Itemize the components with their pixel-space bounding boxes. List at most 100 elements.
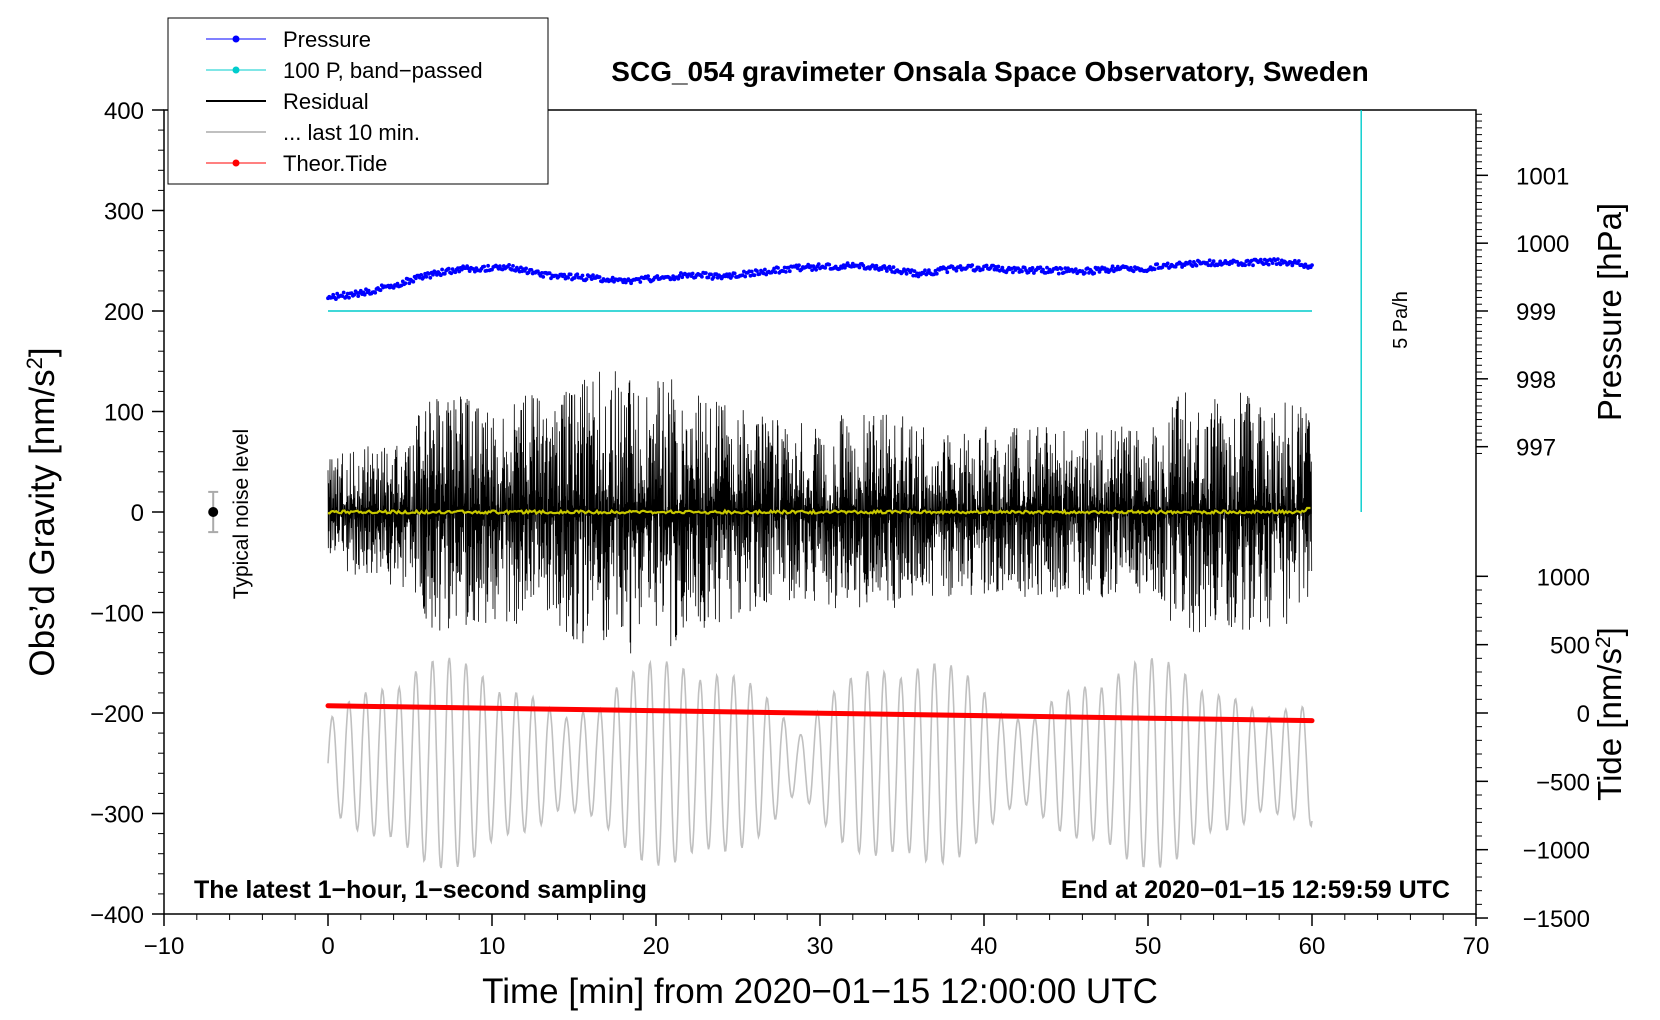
pressure-point [676,276,681,281]
pressure-point [763,267,767,272]
pressure-point [1276,257,1280,261]
pressure-point [1266,262,1271,267]
y-tick-label: −200 [90,701,144,728]
pressure-point [816,262,821,266]
pressure-point [411,279,416,284]
pressure-point [954,268,959,273]
pressure-point [690,271,695,276]
pressure-point [366,288,371,293]
pressure-point [709,272,713,277]
y-tick-label: −400 [90,902,144,929]
pressure-point [970,263,975,267]
pressure-point [482,264,486,269]
bottom-left-caption: The latest 1−hour, 1−second sampling [194,876,647,904]
pressure-point [1310,263,1314,267]
pressure-point [1211,259,1216,264]
pressure-point [362,292,367,297]
y-tick-label: −100 [90,601,144,628]
pressure-tick-label: 997 [1516,435,1556,462]
pressure-point [1110,264,1115,269]
pressure-point [395,281,400,286]
legend-marker-bandpass [232,66,240,74]
pressure-point [407,281,412,286]
pressure-point [1000,265,1005,270]
pressure-point [335,291,340,296]
pressure-point [646,274,650,278]
pressure-point [773,270,778,275]
x-tick-label: 40 [971,933,998,960]
pressure-point [904,271,909,276]
y-tick-label: 0 [131,500,144,527]
legend-label-pressure: Pressure [283,27,371,52]
pressure-point [757,272,762,276]
pressure-point [1207,258,1212,263]
pressure-point [1235,259,1240,264]
y-tick-label: 300 [104,199,144,226]
pressure-point [916,274,921,279]
pressure-point [446,266,451,271]
pressure-point [511,264,515,268]
legend-label-tide: Theor.Tide [283,151,387,176]
tide-tick-label: 500 [1550,633,1590,660]
pressure-point [1092,271,1097,276]
pressure-point [431,272,435,277]
pressure-point [1045,265,1049,270]
chart-title: SCG_054 gravimeter Onsala Space Observat… [611,56,1368,87]
pressure-point [915,271,919,276]
pressure-point [356,294,361,298]
pressure-point [1041,267,1045,272]
pressure-point [1063,266,1068,270]
pressure-point [727,272,732,276]
pressure-point [797,263,801,268]
pressure-point [732,271,737,276]
last-10-min-series [327,657,1313,869]
legend-marker-tide [232,159,240,167]
pressure-point [927,268,931,273]
tide-tick-label: 1000 [1537,564,1590,591]
y-tick-label: 400 [104,98,144,125]
pressure-point [547,271,552,276]
pressure-point [549,276,553,281]
legend: Pressure 100 P, band−passed Residual ...… [167,17,549,185]
x-tick-label: 50 [1135,933,1162,960]
pressure-point [424,274,429,279]
pressure-point [1188,259,1192,264]
pressure-point [827,262,832,267]
pressure-point [706,275,711,280]
pressure-point [655,274,660,278]
pressure-point [700,274,704,279]
pressure-point [810,268,814,272]
pressure-point [428,275,433,280]
pressure-point [1218,259,1223,264]
pressure-point [1038,265,1043,270]
pressure-tick-label: 998 [1516,367,1556,394]
y-tick-label: 200 [104,299,144,326]
tide-tick-label: −1000 [1523,838,1590,865]
pressure-point [419,273,424,277]
pressure-point [743,274,748,279]
pressure-point [911,273,916,278]
y-axis-label-pressure: Pressure [hPa] [1591,203,1628,421]
x-axis-label: Time [min] from 2020−01−15 12:00:00 UTC [482,972,1158,1011]
pressure-point [1194,263,1199,268]
pressure-point [1011,270,1015,275]
pressure-point [787,269,792,274]
smoothed-residual-series [327,506,1311,516]
pressure-point [638,280,643,284]
tide-tick-label: −500 [1536,769,1590,796]
pressure-point [391,286,396,290]
pressure-series [326,257,1314,301]
pressure-point [1251,263,1255,268]
pressure-tick-label: 999 [1516,299,1556,326]
pressure-point [912,269,917,273]
pressure-point [507,263,511,267]
y-tick-label: 100 [104,400,144,427]
x-tick-label: 60 [1299,933,1326,960]
pressure-point [529,268,534,272]
pressure-point [923,268,927,273]
pressure-point [704,271,708,275]
pressure-point [885,269,889,273]
tide-tick-label: −1500 [1523,906,1590,933]
pressure-point [341,290,346,295]
